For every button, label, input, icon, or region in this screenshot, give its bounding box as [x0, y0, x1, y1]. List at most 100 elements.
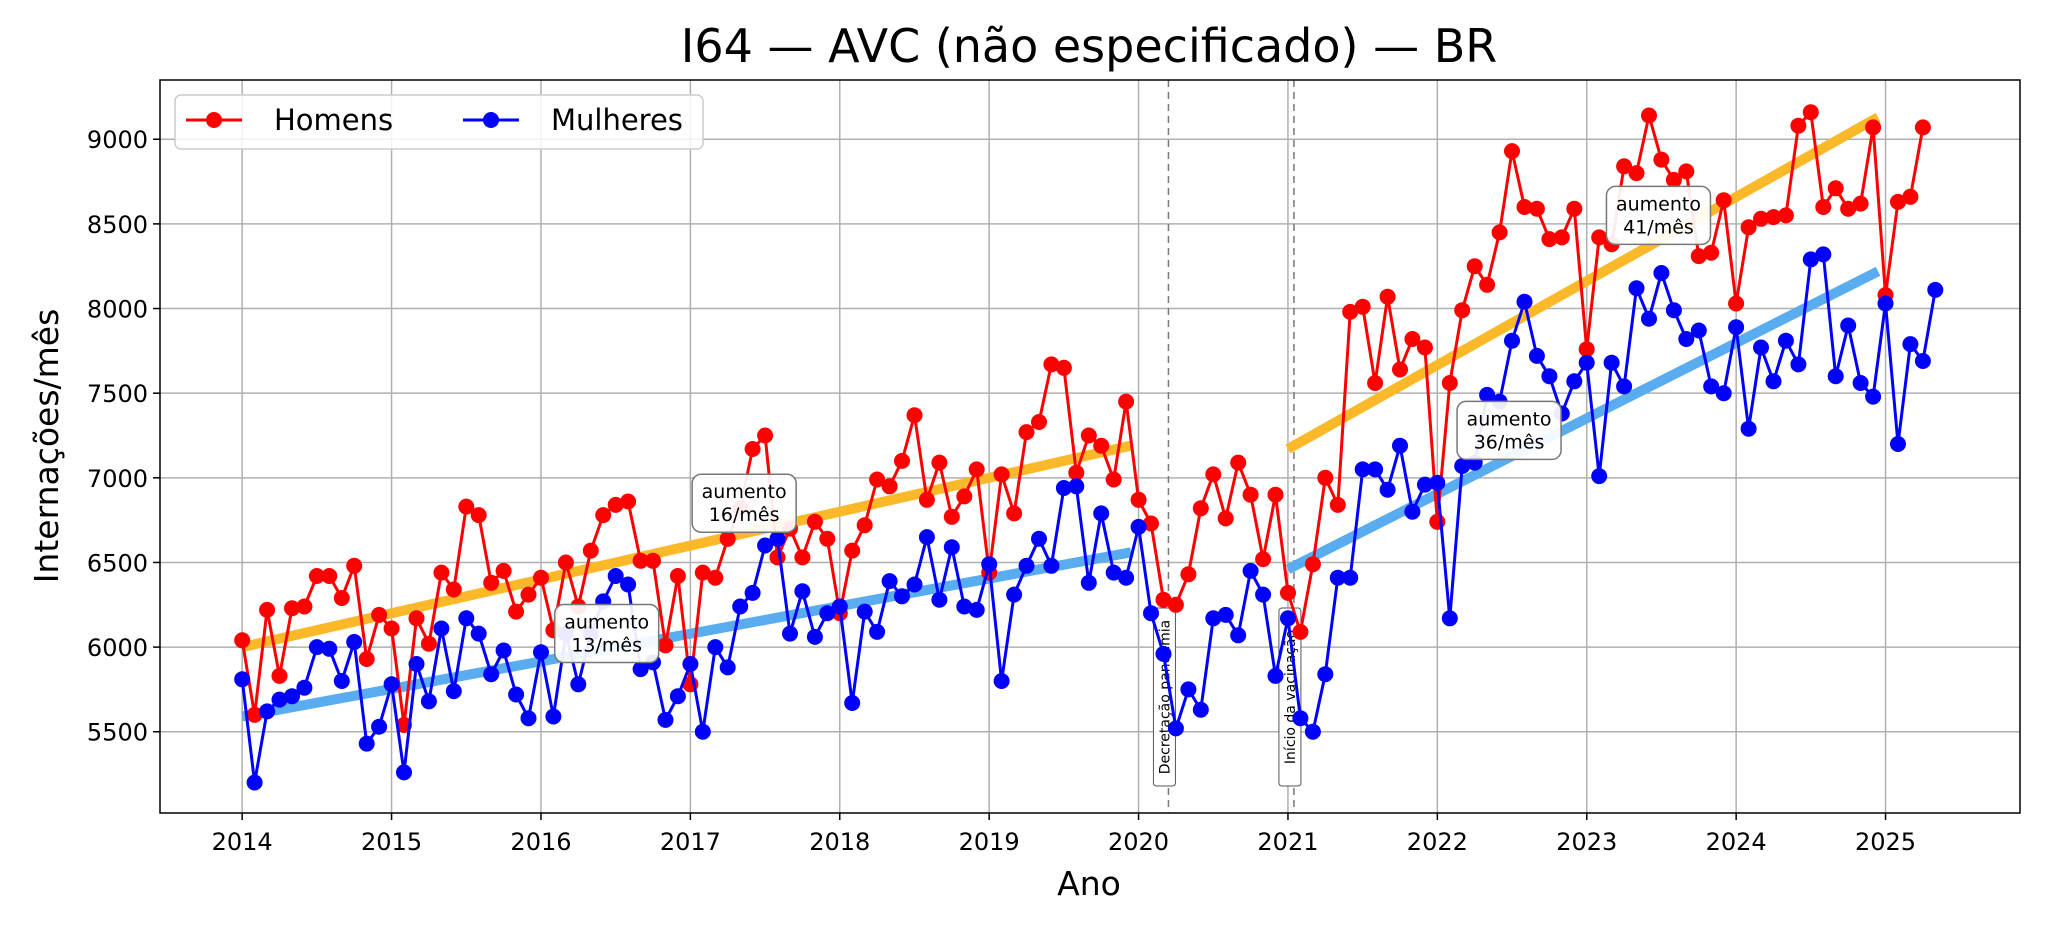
- data-point: [707, 569, 724, 586]
- data-point: [470, 625, 487, 642]
- data-point: [844, 542, 861, 559]
- data-point: [383, 676, 400, 693]
- data-point: [1914, 119, 1931, 136]
- data-point: [483, 666, 500, 683]
- data-point: [856, 517, 873, 534]
- data-point: [1267, 486, 1284, 503]
- data-point: [1416, 339, 1433, 356]
- data-point: [1006, 586, 1023, 603]
- data-point: [1678, 163, 1695, 180]
- data-point: [1740, 420, 1757, 437]
- data-point: [296, 679, 313, 696]
- data-point: [1031, 414, 1047, 430]
- data-point: [1753, 210, 1769, 227]
- event-label-box: [1278, 607, 1302, 787]
- x-tick-label: 2023: [1556, 828, 1617, 856]
- data-point: [1404, 503, 1421, 520]
- data-point: [1192, 500, 1209, 517]
- data-point: [1167, 720, 1184, 737]
- data-point: [1441, 610, 1458, 627]
- data-point: [607, 568, 624, 584]
- data-point: [458, 498, 475, 515]
- data-point: [869, 623, 886, 640]
- data-point: [1230, 627, 1247, 644]
- annotation-line2: 13/mês: [571, 635, 642, 657]
- data-point: [321, 568, 338, 584]
- data-point: [1765, 209, 1782, 226]
- data-point: [1715, 192, 1732, 209]
- annotations: aumento16/mêsaumento13/mêsaumento36/mêsa…: [553, 185, 1712, 664]
- data-point: [1852, 375, 1869, 391]
- data-point: [1516, 293, 1533, 310]
- data-point: [1155, 591, 1172, 608]
- data-point: [1802, 104, 1819, 121]
- data-point: [669, 568, 686, 584]
- data-point: [1678, 331, 1695, 347]
- data-point: [1043, 356, 1060, 373]
- data-point: [1118, 393, 1135, 410]
- data-point: [1765, 373, 1782, 390]
- data-point: [931, 591, 948, 608]
- data-point: [1329, 496, 1346, 513]
- x-tick-label: 2021: [1257, 828, 1318, 856]
- data-point: [943, 539, 960, 556]
- data-point: [1852, 195, 1869, 212]
- legend-box: [174, 94, 704, 150]
- data-point: [1616, 378, 1633, 395]
- data-point: [508, 603, 525, 620]
- data-point: [1740, 219, 1757, 236]
- data-point: [844, 695, 861, 711]
- data-point: [346, 557, 363, 574]
- data-point: [1379, 481, 1396, 498]
- data-point: [1454, 458, 1471, 474]
- data-point: [1578, 341, 1595, 358]
- data-point: [1703, 244, 1720, 261]
- data-point: [1566, 200, 1583, 217]
- data-point: [906, 407, 923, 424]
- data-point: [806, 513, 823, 530]
- data-point: [1728, 319, 1745, 336]
- data-point: [433, 564, 450, 581]
- data-point: [1777, 332, 1794, 349]
- data-point: [1504, 143, 1520, 160]
- data-point: [1902, 336, 1919, 353]
- data-point: [1541, 368, 1558, 385]
- data-point: [1205, 610, 1222, 627]
- data-point: [1628, 165, 1645, 182]
- data-point: [1516, 199, 1533, 215]
- data-point: [1616, 158, 1633, 175]
- data-point: [993, 466, 1010, 483]
- data-point: [1180, 681, 1197, 698]
- data-point: [470, 507, 487, 524]
- y-tick-label: 8500: [87, 211, 148, 239]
- trend-line: [241, 440, 1133, 652]
- data-point: [1018, 557, 1035, 574]
- annotation-line1: aumento: [564, 612, 649, 634]
- data-point: [1429, 474, 1446, 491]
- data-point: [1118, 569, 1135, 586]
- data-point: [1902, 188, 1919, 205]
- data-point: [1192, 701, 1209, 718]
- data-point: [744, 441, 761, 457]
- legend: Homens Mulheres: [174, 94, 704, 150]
- data-point: [1068, 478, 1085, 495]
- y-axis-ticks: 5500 6000 6500 7000 7500 8000 8500 9000: [87, 126, 160, 747]
- y-tick-label: 6500: [87, 549, 148, 577]
- data-point: [918, 529, 935, 546]
- data-point: [1292, 623, 1309, 640]
- legend-label: Mulheres: [551, 103, 683, 137]
- data-point: [458, 610, 475, 627]
- data-point: [1479, 276, 1496, 293]
- data-point: [906, 576, 923, 593]
- x-tick-label: 2022: [1407, 828, 1468, 856]
- data-point: [1491, 224, 1508, 241]
- data-point: [259, 601, 276, 618]
- data-point: [1454, 302, 1471, 319]
- data-point: [570, 676, 587, 693]
- data-point: [308, 639, 325, 656]
- data-point: [782, 625, 798, 642]
